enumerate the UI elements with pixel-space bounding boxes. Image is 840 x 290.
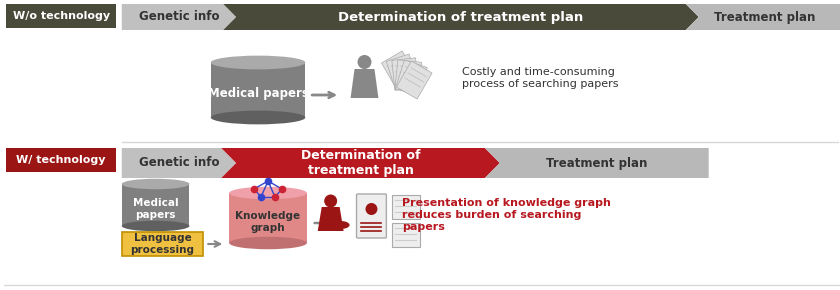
- Text: Genetic info: Genetic info: [139, 157, 219, 169]
- Text: Treatment plan: Treatment plan: [546, 157, 648, 169]
- Text: Knowledge
graph: Knowledge graph: [235, 211, 301, 233]
- Polygon shape: [223, 4, 699, 30]
- Polygon shape: [391, 58, 418, 90]
- FancyBboxPatch shape: [122, 184, 189, 226]
- FancyBboxPatch shape: [122, 232, 203, 256]
- Ellipse shape: [229, 187, 307, 199]
- Polygon shape: [485, 148, 709, 178]
- FancyBboxPatch shape: [356, 194, 386, 238]
- Text: W/o technology: W/o technology: [13, 11, 110, 21]
- Ellipse shape: [122, 179, 189, 189]
- Ellipse shape: [229, 237, 307, 249]
- FancyBboxPatch shape: [7, 148, 116, 172]
- FancyBboxPatch shape: [392, 223, 420, 247]
- Polygon shape: [386, 54, 418, 90]
- Text: Presentation of knowledge graph
reduces burden of searching
papers: Presentation of knowledge graph reduces …: [402, 198, 612, 232]
- FancyBboxPatch shape: [211, 63, 305, 117]
- Text: Language
processing: Language processing: [130, 233, 195, 255]
- Text: Determination of treatment plan: Determination of treatment plan: [339, 10, 584, 23]
- Polygon shape: [396, 61, 432, 99]
- Ellipse shape: [122, 221, 189, 231]
- Text: Genetic info: Genetic info: [139, 10, 219, 23]
- Ellipse shape: [211, 56, 305, 69]
- Polygon shape: [122, 4, 236, 30]
- Polygon shape: [350, 69, 379, 98]
- Text: Medical papers: Medical papers: [207, 88, 308, 101]
- Polygon shape: [396, 60, 428, 96]
- Ellipse shape: [365, 203, 377, 215]
- Text: Medical
papers: Medical papers: [133, 198, 178, 220]
- Ellipse shape: [332, 221, 349, 229]
- Polygon shape: [395, 60, 422, 92]
- Text: Treatment plan: Treatment plan: [714, 10, 815, 23]
- Polygon shape: [122, 148, 236, 178]
- FancyBboxPatch shape: [229, 193, 307, 243]
- Ellipse shape: [358, 55, 371, 69]
- Polygon shape: [318, 207, 344, 231]
- FancyBboxPatch shape: [7, 4, 116, 28]
- Polygon shape: [685, 4, 840, 30]
- Text: Determination of
treatment plan: Determination of treatment plan: [301, 149, 420, 177]
- Text: Costly and time-consuming
process of searching papers: Costly and time-consuming process of sea…: [462, 67, 618, 89]
- Polygon shape: [381, 51, 417, 89]
- Ellipse shape: [211, 110, 305, 124]
- FancyBboxPatch shape: [392, 195, 420, 219]
- Polygon shape: [221, 148, 500, 178]
- Ellipse shape: [324, 195, 337, 208]
- Text: W/ technology: W/ technology: [16, 155, 106, 165]
